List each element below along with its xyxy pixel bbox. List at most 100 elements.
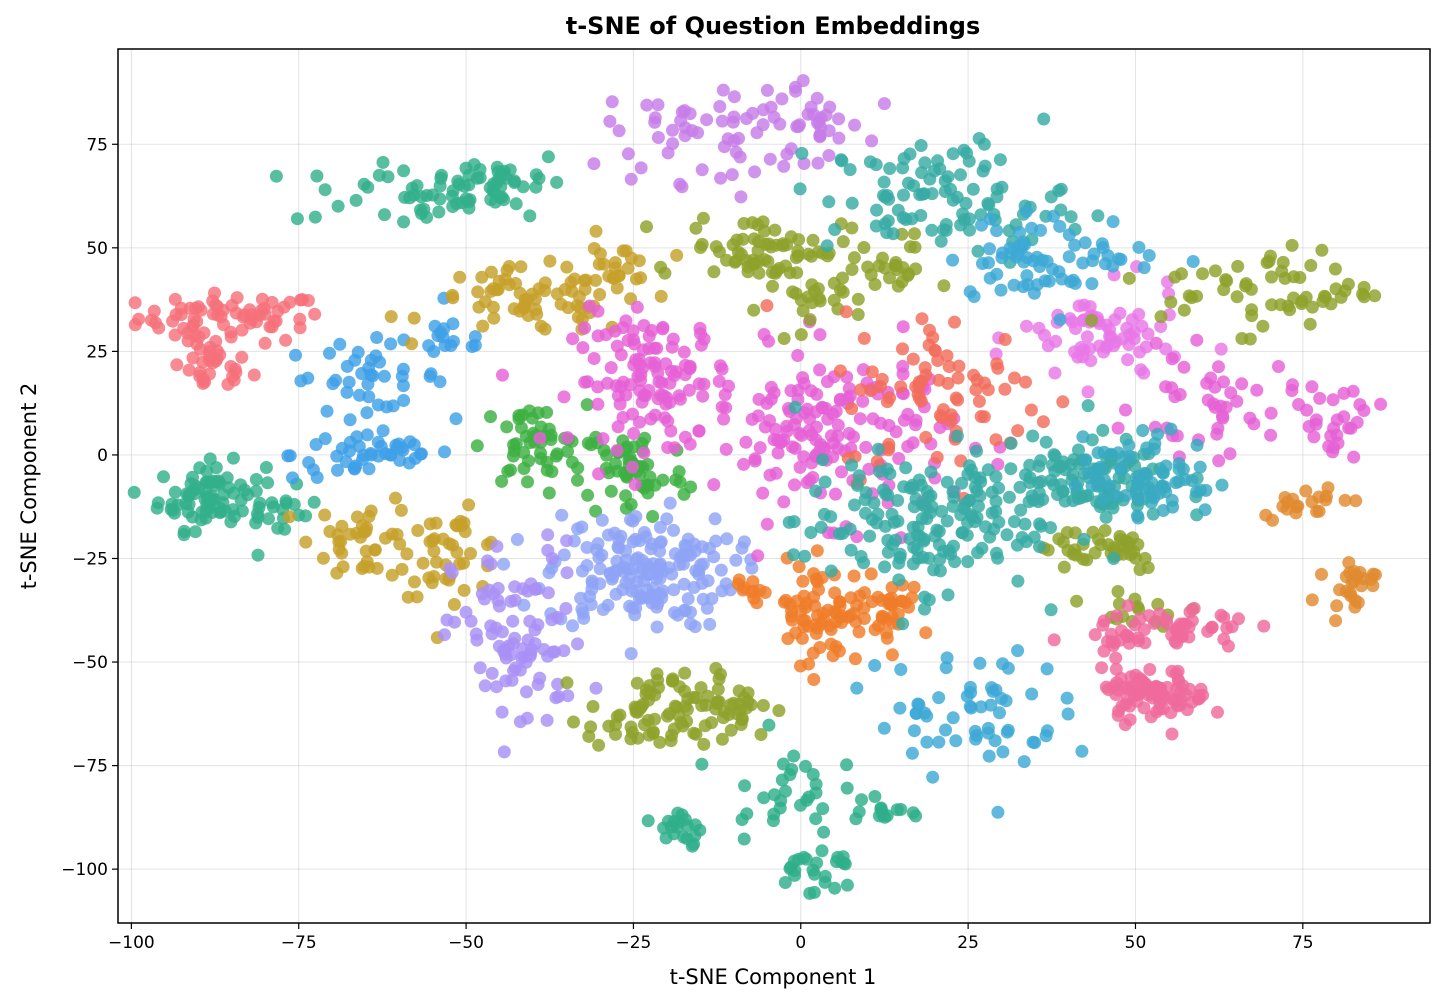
data-point [230,291,244,305]
data-point [1272,360,1285,373]
data-point [1068,238,1082,252]
data-point [1111,421,1125,435]
data-point [1014,503,1028,517]
data-point [393,537,407,551]
data-point [1245,303,1259,317]
data-point [497,557,511,571]
data-point [1002,224,1016,238]
data-point [794,328,808,342]
data-point [672,389,686,403]
data-point [715,400,729,414]
data-point [336,560,350,574]
data-point [799,852,813,866]
data-point [508,631,522,645]
data-point [495,190,509,204]
data-point [750,126,764,140]
data-point [922,490,936,504]
data-point [1151,427,1164,441]
data-point [578,321,592,335]
data-point [906,481,920,495]
data-point [425,576,439,590]
data-point [809,777,823,791]
cluster [778,844,854,900]
data-point [165,497,179,511]
data-point [641,458,655,471]
data-point [654,388,668,402]
data-point [847,569,861,583]
data-point [1096,618,1110,632]
data-point [766,814,780,828]
data-point [927,563,941,577]
data-point [1076,430,1090,444]
data-point [1104,447,1118,461]
data-point [299,509,313,523]
data-point [954,508,968,522]
data-point [984,698,998,712]
data-point [1285,384,1299,397]
data-point [875,372,889,386]
data-point [181,334,195,348]
data-point [651,366,665,380]
data-point [1153,607,1166,621]
data-point [517,462,531,475]
data-point [385,568,399,582]
data-point [612,124,626,138]
data-point [700,601,714,615]
data-point [852,469,866,483]
data-point [1196,267,1209,281]
data-point [648,356,662,370]
data-point [1048,366,1062,380]
data-point [802,657,816,671]
data-point [541,150,555,164]
data-point [822,149,836,162]
data-point [1347,450,1361,464]
data-point [1137,701,1151,715]
data-point [1131,511,1145,525]
data-point [845,402,859,416]
data-point [911,528,924,542]
data-point [512,412,526,426]
data-point [513,304,527,318]
data-point [1091,463,1105,476]
data-point [228,509,241,523]
data-point [974,208,988,222]
data-point [1011,644,1025,658]
data-point [864,268,878,282]
data-point [596,432,610,446]
data-point [1132,240,1146,254]
data-point [557,390,571,404]
data-point [809,484,823,498]
data-point [1017,755,1031,769]
data-point [541,586,555,600]
data-point [1179,688,1193,702]
data-point [495,625,509,639]
data-point [773,801,787,815]
data-point [560,260,574,274]
data-point [642,329,656,343]
data-point [213,348,227,362]
data-point [1143,663,1157,676]
data-point [1099,318,1113,332]
data-point [967,368,981,382]
data-point [778,876,792,889]
data-point [664,734,678,748]
data-point [1186,255,1200,268]
data-point [1155,692,1169,706]
data-point [638,431,652,445]
data-point [870,516,884,530]
data-point [1171,673,1185,687]
cluster [849,790,923,826]
data-point [1159,459,1173,473]
data-point [1235,377,1249,391]
data-point [1313,391,1327,405]
data-point [620,470,634,484]
data-point [909,706,923,720]
data-point [485,666,499,680]
data-point [384,310,398,324]
data-point [863,529,877,543]
data-point [714,171,728,185]
x-tick-label: 0 [795,933,806,953]
data-point [584,720,598,734]
data-point [666,332,680,346]
data-point [791,249,805,263]
